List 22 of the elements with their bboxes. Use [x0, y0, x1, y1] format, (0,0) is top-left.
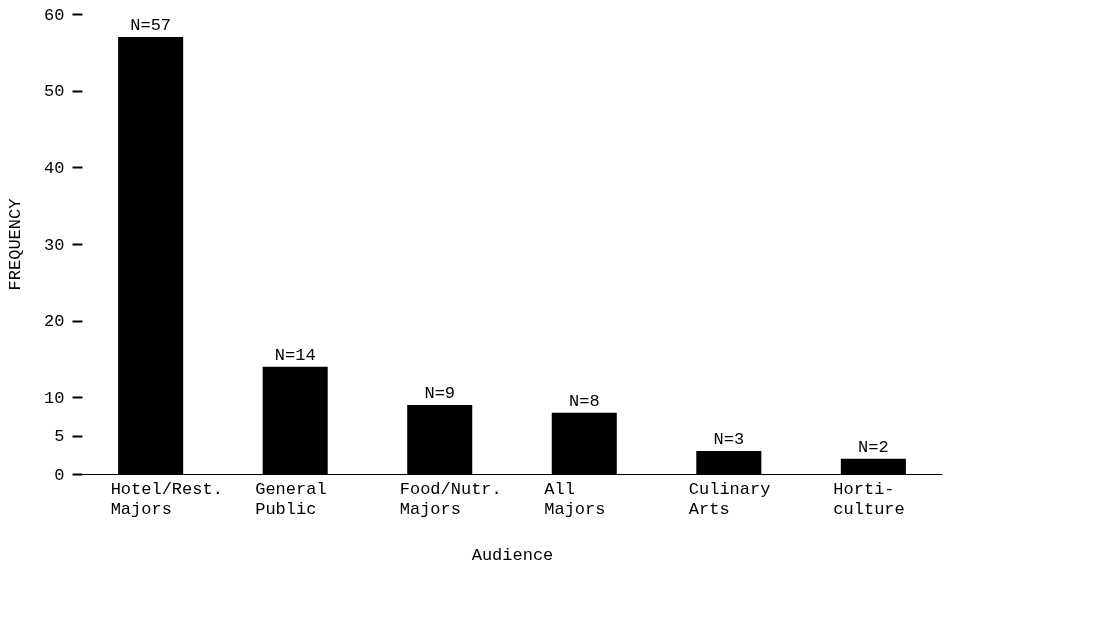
y-axis-title: FREQUENCY	[6, 198, 26, 291]
x-tick-label: Culinary Arts	[688, 479, 771, 519]
y-tick-label: 20	[44, 312, 65, 332]
data-label: N=9	[424, 384, 456, 403]
x-tick-label: General Public	[255, 479, 327, 519]
x-axis-title: Audience	[471, 545, 554, 565]
y-tick-label: 30	[44, 235, 65, 255]
data-label: N=57	[130, 16, 172, 35]
y-tick-label: 10	[44, 388, 65, 408]
x-tick-label: All Majors	[544, 479, 606, 519]
data-label: N=2	[858, 437, 889, 457]
y-tick-label: 0	[54, 465, 65, 485]
x-tick-label: Hotel/Rest. Majors	[110, 479, 223, 519]
x-tick-label: Horti- culture	[833, 479, 905, 519]
y-tick-label: 60	[44, 5, 65, 25]
data-label: N=3	[713, 430, 745, 449]
data-label: N=8	[568, 391, 600, 411]
y-tick-label: 50	[44, 82, 65, 102]
x-tick-label: Food/Nutr. Majors	[399, 479, 502, 519]
y-tick-label: 5	[54, 427, 65, 447]
y-tick-label: 40	[44, 158, 65, 178]
data-label: N=14	[274, 345, 316, 365]
